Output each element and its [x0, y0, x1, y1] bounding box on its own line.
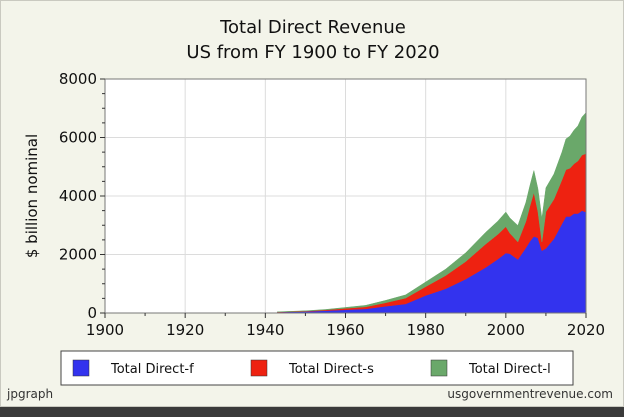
legend-label-2: Total Direct-s [288, 362, 374, 377]
legend-swatch-2 [250, 359, 268, 377]
axes: 1900 1920 1940 1960 1980 2000 2020 0 2000 4000 600… [59, 70, 605, 339]
legend-box [60, 350, 574, 386]
y-tick-label: 2000 [59, 246, 97, 264]
y-tick-label: 8000 [59, 70, 97, 88]
footer-source: usgovernmentrevenue.com [447, 387, 613, 401]
legend-label-1: Total Direct-f [110, 362, 194, 377]
y-axis-label: $ billion nominal [23, 134, 41, 258]
x-tick-label: 2000 [487, 321, 525, 339]
y-tick-label: 4000 [59, 187, 97, 205]
legend-label-3: Total Direct-l [468, 362, 551, 377]
revenue-chart: Total Direct Revenue US from FY 1900 to … [6, 17, 613, 401]
x-tick-label: 1900 [86, 321, 124, 339]
footer-jpgraph: jpgraph [6, 387, 53, 401]
x-tick-label: 1960 [326, 321, 364, 339]
legend: Total Direct-f Total Direct-s Total Direct… [60, 350, 574, 386]
chart-title: Total Direct Revenue [219, 17, 406, 38]
legend-swatch-3 [430, 359, 448, 377]
chart-frame: Total Direct Revenue US from FY 1900 to … [0, 0, 624, 407]
y-tick-label: 6000 [59, 129, 97, 147]
bottom-bar [0, 407, 624, 417]
x-tick-label: 2020 [567, 321, 605, 339]
x-tick-label: 1980 [407, 321, 445, 339]
legend-swatch-1 [72, 359, 90, 377]
y-tick-label: 0 [87, 304, 97, 322]
x-tick-label: 1920 [166, 321, 204, 339]
x-tick-label: 1940 [246, 321, 284, 339]
chart-subtitle: US from FY 1900 to FY 2020 [186, 42, 439, 63]
